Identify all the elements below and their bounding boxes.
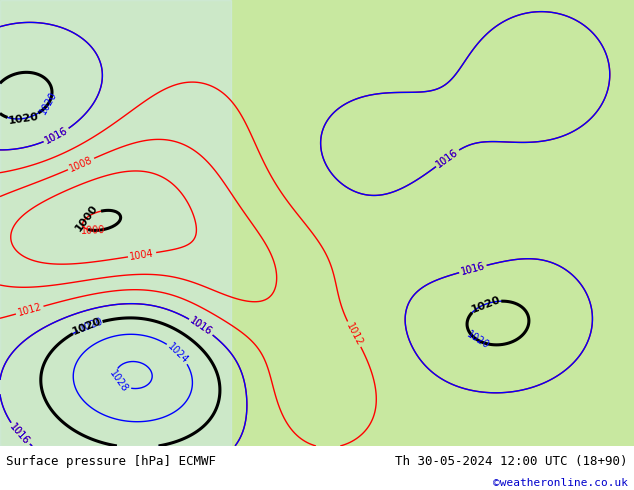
Text: 1016: 1016 [460,261,486,277]
Text: Th 30-05-2024 12:00 UTC (18+90): Th 30-05-2024 12:00 UTC (18+90) [395,455,628,468]
Text: 1004: 1004 [129,248,155,262]
Text: 1000: 1000 [81,225,106,236]
Text: 1016: 1016 [434,147,460,170]
Text: 1024: 1024 [166,341,190,365]
Text: 1008: 1008 [68,154,94,173]
Text: 1020: 1020 [78,316,105,334]
Bar [0,0,231,446]
Text: ©weatheronline.co.uk: ©weatheronline.co.uk [493,478,628,489]
Text: 1020: 1020 [465,329,491,351]
Text: 1016: 1016 [188,316,214,338]
Text: 1016: 1016 [8,421,32,446]
Text: 1020: 1020 [469,294,501,315]
Text: 1012: 1012 [344,321,364,347]
Text: 1000: 1000 [74,202,100,233]
Text: 1016: 1016 [188,316,214,338]
Text: 1020: 1020 [38,90,59,116]
Text: 1020: 1020 [8,111,39,125]
Text: 1016: 1016 [460,261,486,277]
Text: Surface pressure [hPa] ECMWF: Surface pressure [hPa] ECMWF [6,455,216,468]
Text: 1016: 1016 [434,147,460,170]
Text: 1016: 1016 [43,125,70,146]
Text: 1012: 1012 [16,302,43,318]
Text: 1028: 1028 [108,369,130,394]
Text: 1016: 1016 [8,421,32,446]
Text: 1016: 1016 [43,125,70,146]
Text: 1020: 1020 [71,316,103,337]
